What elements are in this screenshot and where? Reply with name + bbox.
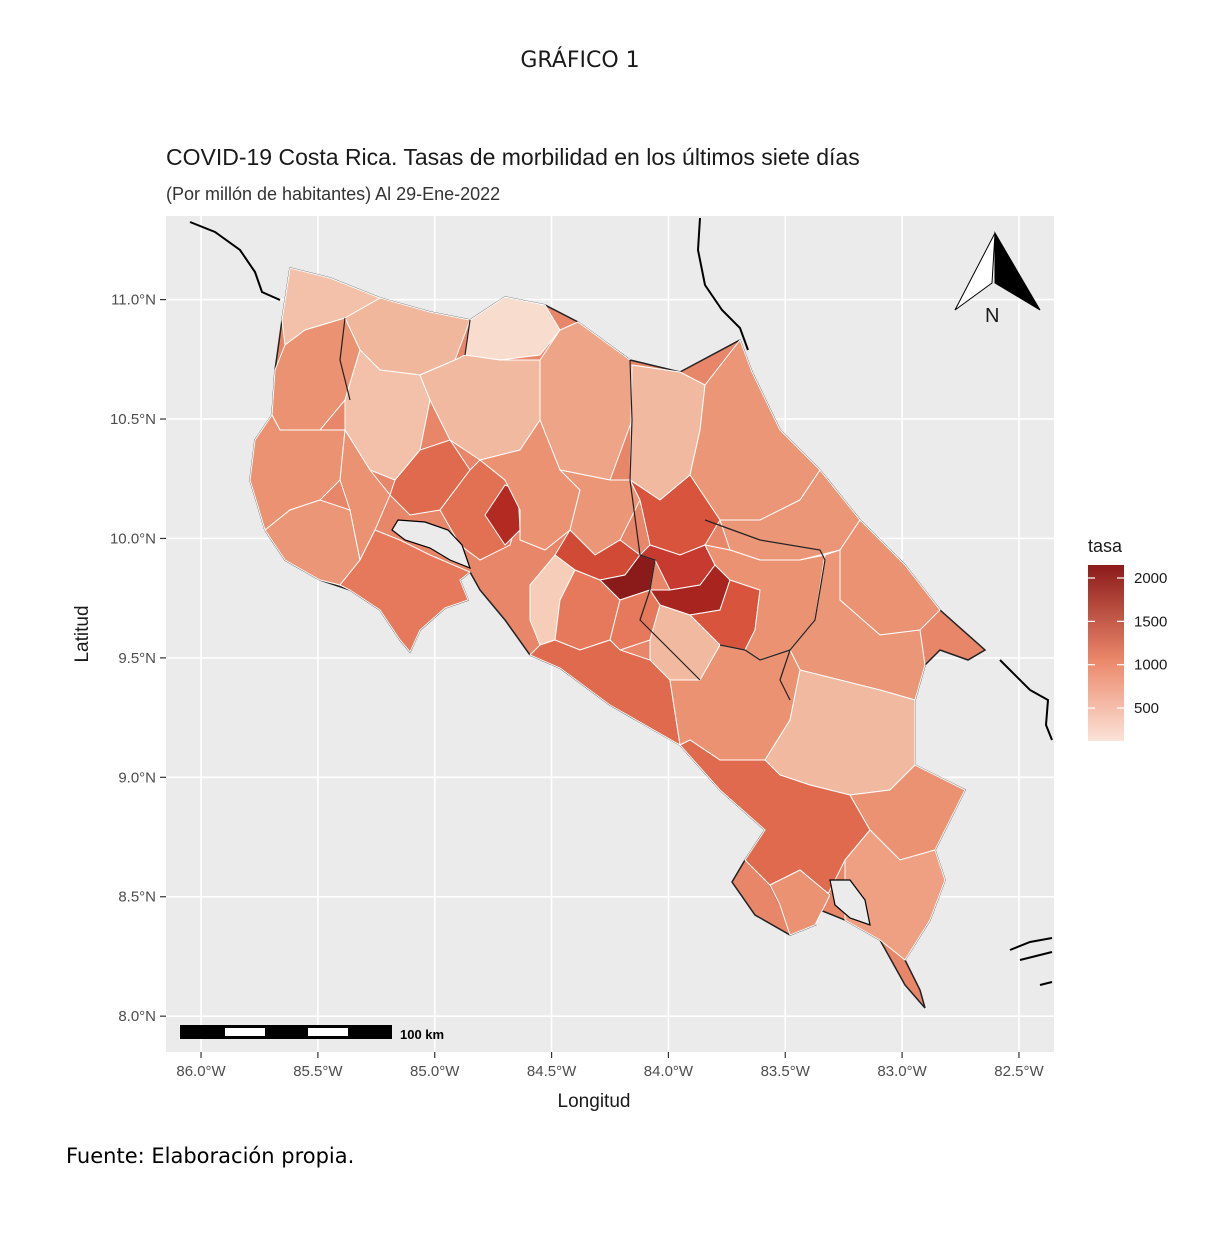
- region-san-ramon: [478, 418, 581, 551]
- panama-coastline: [999, 659, 1053, 741]
- y-tick-label: 9.5°N: [118, 650, 156, 667]
- x-tick-label: 85.5°W: [293, 1063, 343, 1080]
- x-tick-label: 83.5°W: [761, 1063, 811, 1080]
- scale-bar-label: 100 km: [400, 1027, 444, 1042]
- document-heading: GRÁFICO 1: [520, 48, 640, 73]
- golfo-dulce: [829, 879, 871, 926]
- gulf-of-nicoya: [391, 519, 471, 570]
- costa-rica-regions: [189, 217, 1053, 1009]
- x-axis-title: Longitud: [558, 1091, 631, 1112]
- x-tick-label: 86.0°W: [176, 1063, 226, 1080]
- caribbean-coastline: [696, 217, 749, 351]
- y-tick-label: 10.0°N: [110, 530, 156, 547]
- province-borders-north: [339, 317, 471, 401]
- legend-title: tasa: [1088, 536, 1123, 556]
- y-axis: 11.0°N 10.5°N 10.0°N 9.5°N 9.0°N 8.5°N 8.0°N: [110, 292, 166, 1025]
- region-corredores: [844, 829, 946, 961]
- legend-breaks: 2000 1500 1000 500: [1088, 570, 1167, 717]
- y-axis-title: Latitud: [72, 605, 93, 662]
- legend-break-label: 500: [1134, 700, 1159, 717]
- x-tick-label: 83.0°W: [877, 1063, 927, 1080]
- legend-colorbar: [1088, 565, 1124, 741]
- region-quepos: [529, 639, 681, 746]
- legend: tasa 2000 1500 1000 500: [1088, 536, 1167, 741]
- x-tick-label: 84.0°W: [644, 1063, 694, 1080]
- chart-subtitle: (Por millón de habitantes) Al 29-Ene-202…: [166, 184, 501, 204]
- nicaragua-coastline: [189, 221, 281, 301]
- y-tick-label: 8.0°N: [118, 1008, 156, 1025]
- y-tick-label: 10.5°N: [110, 411, 156, 428]
- region-liberia: [271, 317, 361, 431]
- region-esparza: [484, 484, 521, 546]
- x-tick-label: 84.5°W: [527, 1063, 577, 1080]
- panama-islands: [1009, 937, 1053, 986]
- legend-break-label: 2000: [1134, 570, 1167, 587]
- legend-break-label: 1500: [1134, 613, 1167, 630]
- region-golfito: [769, 869, 831, 936]
- y-tick-label: 9.0°N: [118, 769, 156, 786]
- region-peninsula-puntarenas: [339, 529, 471, 653]
- y-tick-label: 11.0°N: [111, 292, 156, 309]
- legend-break-label: 1000: [1134, 657, 1167, 674]
- x-axis: 86.0°W 85.5°W 85.0°W 84.5°W 84.0°W 83.5°W 83.0…: [176, 1052, 1044, 1080]
- y-tick-label: 8.5°N: [118, 889, 156, 906]
- north-arrow-label: N: [985, 305, 999, 327]
- scale-bar: 100 km: [180, 1025, 444, 1042]
- figure-source: Fuente: Elaboración propia.: [66, 1144, 355, 1168]
- province-borders: [629, 359, 826, 701]
- chart-title: COVID-19 Costa Rica. Tasas de morbilidad…: [166, 144, 860, 170]
- north-arrow-icon: N: [954, 231, 1041, 327]
- x-tick-label: 82.5°W: [994, 1063, 1044, 1080]
- x-tick-label: 85.0°W: [410, 1063, 460, 1080]
